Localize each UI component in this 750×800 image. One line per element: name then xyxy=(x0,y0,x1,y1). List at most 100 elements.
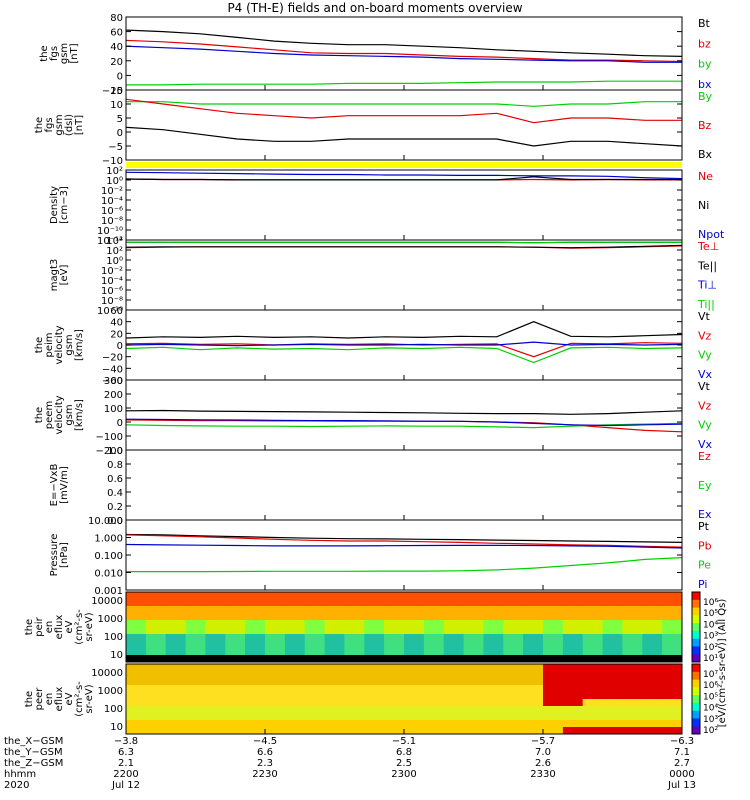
x-row-value: 7.1 xyxy=(674,747,690,758)
spectrogram-cell xyxy=(523,634,544,642)
x-row-value: 6.6 xyxy=(257,747,273,758)
spectrogram-cell xyxy=(284,706,306,714)
spectrogram-cell xyxy=(384,727,405,735)
y-axis-label: (dsl) xyxy=(64,114,75,136)
y-tick-label: −5 xyxy=(108,142,123,153)
series-line-Pt xyxy=(125,533,683,543)
spectrogram-cell xyxy=(126,613,147,621)
spectrogram-cell xyxy=(582,620,604,628)
spectrogram-cell xyxy=(463,641,484,649)
spectrogram-cell xyxy=(483,648,504,656)
legend-Vx: Vx xyxy=(698,438,713,451)
spectrogram-cell xyxy=(284,620,306,628)
y-tick-label: 10⁻² xyxy=(101,186,123,197)
spectrogram-cell xyxy=(443,678,465,686)
spectrogram-cell xyxy=(662,692,683,700)
spectrogram-cell xyxy=(423,620,445,628)
y-axis-label: fgs xyxy=(49,46,60,61)
spectrogram-cell xyxy=(165,634,187,642)
spectrogram-cell xyxy=(205,671,226,679)
y-axis-label: fgs xyxy=(44,117,55,132)
spectrogram-cell xyxy=(582,678,604,686)
spectrogram-cell xyxy=(622,706,643,714)
legend-By: By xyxy=(698,90,713,103)
spectrogram-cell xyxy=(662,699,683,707)
spectrogram-cell xyxy=(642,678,663,686)
y-axis-label: (cm²-s- xyxy=(74,681,85,717)
spectrogram-cell xyxy=(443,641,465,649)
spectrogram-cell xyxy=(205,699,226,707)
spectrogram-cell xyxy=(662,627,683,635)
spectrogram-cell xyxy=(126,606,147,614)
colorbar-swatch xyxy=(692,638,700,647)
spectrogram-cell xyxy=(324,699,345,707)
spectrogram-cell xyxy=(245,706,266,714)
x-row-name: 2020 xyxy=(4,780,29,791)
spectrogram-cell xyxy=(304,671,326,679)
spectrogram-cell xyxy=(284,599,306,607)
y-tick-label: 100 xyxy=(104,704,123,715)
spectrogram-cell xyxy=(423,713,445,721)
spectrogram-cell xyxy=(483,613,504,621)
spectrogram-cell xyxy=(364,627,385,635)
spectrogram-cell xyxy=(265,699,286,707)
spectrogram-cell xyxy=(245,713,266,721)
colorbar-swatch xyxy=(692,695,700,704)
spectrogram-cell xyxy=(523,692,544,700)
spectrogram-cell xyxy=(265,713,286,721)
spectrogram-cell xyxy=(562,599,584,607)
spectrogram-cell xyxy=(423,727,445,735)
spectrogram-cell xyxy=(503,606,524,614)
legend-Ey: Ey xyxy=(698,479,712,492)
spectrogram-cell xyxy=(225,648,246,656)
spectrogram-cell xyxy=(562,727,584,735)
spectrogram-cell xyxy=(145,613,167,621)
spectrogram-cell xyxy=(404,692,425,700)
spectrogram-cell xyxy=(145,692,167,700)
spectrogram-cell xyxy=(642,664,663,672)
spectrogram-cell xyxy=(245,699,266,707)
spectrogram-cell xyxy=(324,641,345,649)
spectrogram-cell xyxy=(165,606,187,614)
spectrogram-cell xyxy=(443,720,465,728)
colorbar-swatch xyxy=(692,646,700,655)
spectrogram-cell xyxy=(145,641,167,649)
spectrogram-cell xyxy=(165,641,187,649)
y-axis-label: sr-eV) xyxy=(84,612,95,641)
spectrogram-cell xyxy=(602,634,623,642)
spectrogram-cell xyxy=(185,685,206,693)
spectrogram-cell xyxy=(284,685,306,693)
spectrogram-cell xyxy=(145,664,167,672)
y-axis-label: gsm xyxy=(54,114,65,135)
spectrogram-cell xyxy=(205,706,226,714)
legend-Pi: Pi xyxy=(698,578,707,591)
spectrogram-cell xyxy=(602,664,623,672)
legend-Vt: Vt xyxy=(698,380,711,393)
spectrogram-cell xyxy=(602,692,623,700)
x-row-value: 2.3 xyxy=(257,758,273,769)
y-axis-label: Density xyxy=(49,186,60,224)
spectrogram-cell xyxy=(384,592,405,600)
series-line-Vx xyxy=(125,341,683,347)
legend-Pb: Pb xyxy=(698,539,712,552)
spectrogram-cell xyxy=(384,599,405,607)
y-tick-label: 0.100 xyxy=(94,551,123,562)
y-tick-label: 1000 xyxy=(98,686,123,697)
spectrogram-cell xyxy=(265,678,286,686)
spectrogram-cell xyxy=(265,613,286,621)
spectrogram-cell xyxy=(483,699,504,707)
spectrogram-cell xyxy=(185,678,206,686)
spectrogram-cell xyxy=(384,620,405,628)
y-axis-label: velocity xyxy=(54,325,65,364)
spectrogram-cell xyxy=(642,648,663,656)
spectrogram-cell xyxy=(443,713,465,721)
spectrogram-cell xyxy=(463,685,484,693)
spectrogram-cell xyxy=(324,727,345,735)
spectrogram-cell xyxy=(126,664,147,672)
legend-Te||: Te|| xyxy=(697,259,717,272)
spectrogram-cell xyxy=(622,592,643,600)
spectrogram-cell xyxy=(523,720,544,728)
colorbar-swatch xyxy=(692,710,700,719)
spectrogram-cell xyxy=(622,678,643,686)
spectrogram-cell xyxy=(443,664,465,672)
